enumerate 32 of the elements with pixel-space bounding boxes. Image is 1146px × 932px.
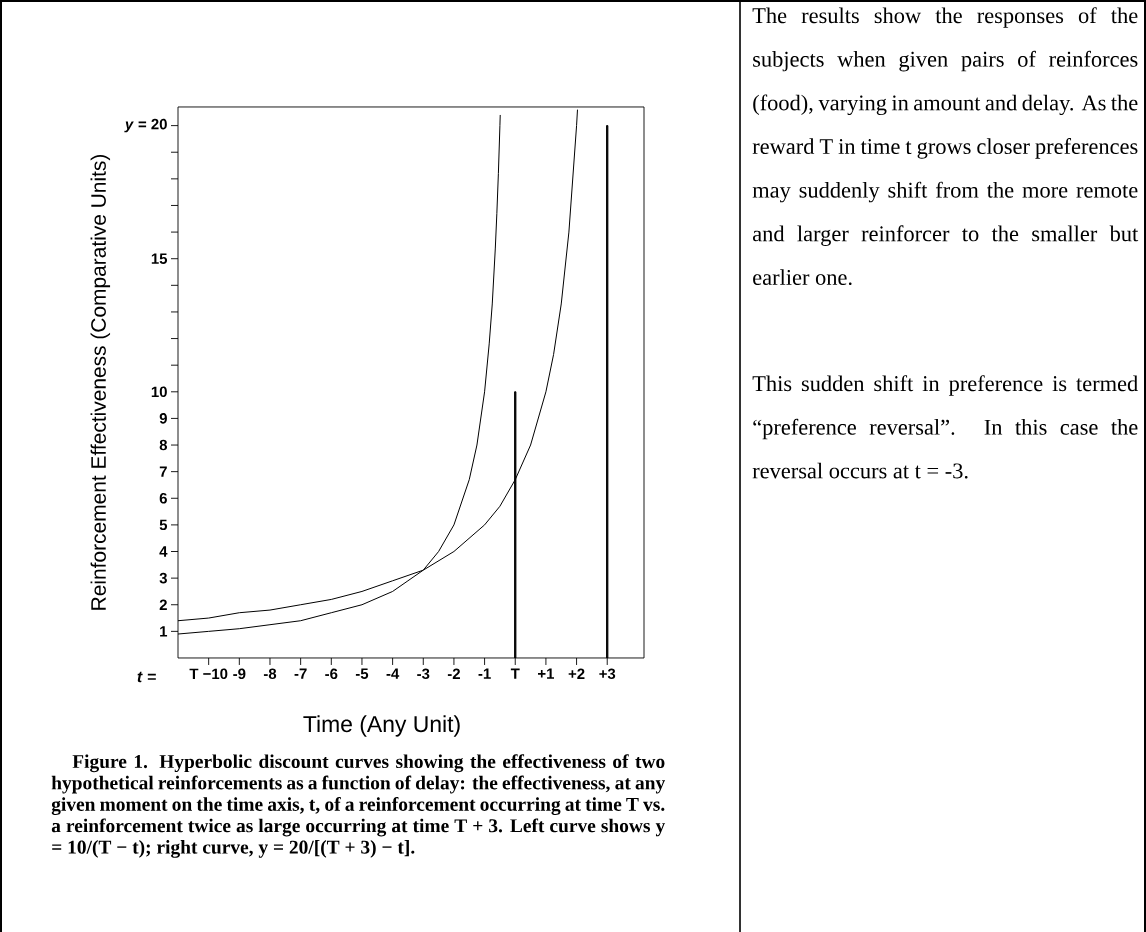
caption: Figure 1. Hyperbolic discount curves showing the effectiveness of two hypothetical reinforcements as a function of delay: the effectiveness, at any given moment on the time axis, t, of a reinforcement occurring at time T vs. a reinforcement twice as large occurring at time T + 3. Left curve shows y = 10/(T − t); right curve, y = 20/[(T + 3) − t]. <box>51 754 666 858</box>
x-tick-label: T <box>510 668 520 679</box>
x-tick-label: -4 <box>386 668 400 679</box>
y-tick-label: 7 <box>159 466 167 477</box>
x-tick-label: T −10 <box>189 668 228 680</box>
y-tick-label: 1 <box>160 626 168 637</box>
x-tick-label: -8 <box>263 668 277 680</box>
x-tick-label: -6 <box>325 668 338 680</box>
x-tick-label: -9 <box>233 668 246 680</box>
y-tick-label: 9 <box>159 413 167 424</box>
y-tick-label: 6 <box>159 492 167 504</box>
y-tick-label: 3 <box>159 572 167 584</box>
x-tick-label: +3 <box>599 668 616 680</box>
y-tick-label: 2 <box>159 599 167 610</box>
y-axis-title: Reinforcement Effectiveness (Comparative Units) <box>90 154 111 610</box>
x-tick-label: +1 <box>538 668 555 679</box>
y-tick-label: 10 <box>151 386 167 398</box>
y-tick-label: y = 20 <box>124 118 167 133</box>
x-tick-label: -2 <box>447 668 460 679</box>
x-tick-label: -1 <box>478 668 491 679</box>
x-axis-title: Time (Any Unit) <box>303 715 460 737</box>
x-tick-label: -3 <box>417 668 430 680</box>
text: The results show the responses of the subjects when given pairs of reinforces (food), varying in amount and delay. As the reward T in time t grows closer preferences may suddenly shift from the more remote and larger reinforcer to the smaller but earlier one. <box>752 7 1139 286</box>
y-tick-label: 5 <box>159 519 168 531</box>
x-tick-label: -5 <box>355 668 369 679</box>
y-tick-label: 4 <box>159 546 168 557</box>
y-tick-label: 15 <box>151 253 168 264</box>
text: t = <box>137 671 156 683</box>
text: This sudden shift in preference is termed “preference reversal”. In this case the reversal occurs at t = -3. <box>752 375 1138 479</box>
x-tick-label: -7 <box>294 668 307 679</box>
y-tick-label: 8 <box>159 439 168 451</box>
x-tick-label: +2 <box>568 668 585 679</box>
